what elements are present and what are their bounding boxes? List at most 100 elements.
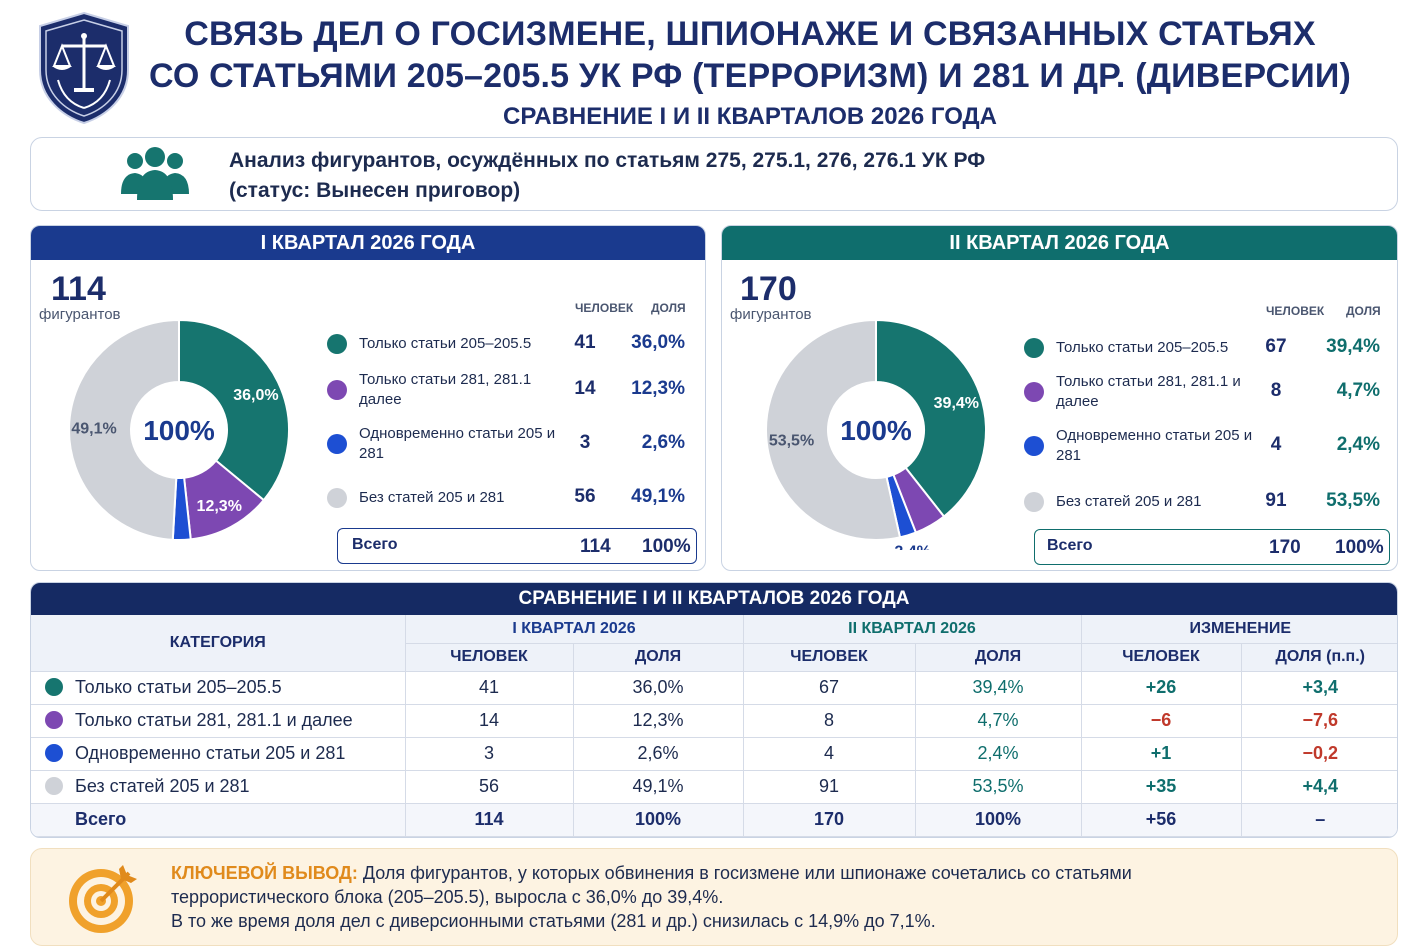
- table-row: Только статьи 205–205.5 41 36,0% 67 39,4% +26…: [31, 671, 1397, 705]
- category-dot-icon: [45, 678, 63, 696]
- category-label: Всего: [75, 809, 127, 829]
- table-cell: 170: [743, 803, 916, 837]
- legend-row: Одновременно статьи 205 и 281 3 2,6%: [327, 425, 697, 474]
- key-conclusion: КЛЮЧЕВОЙ ВЫВОД: Доля фигурантов, у котор…: [30, 848, 1398, 946]
- q2-donut-chart: 39,4% 4,7%2,4% 53,5% 100%: [765, 318, 987, 550]
- legend-dot-teal: [327, 334, 347, 354]
- analysis-line1: Анализ фигурантов, осуждённых по статьям…: [229, 149, 986, 172]
- legend-dot-blue: [327, 434, 347, 454]
- legend-share: 49,1%: [631, 486, 685, 507]
- table-cell: +3,4: [1241, 671, 1397, 705]
- legend-count: 4: [1270, 434, 1282, 455]
- legend-dot-gray: [1024, 492, 1044, 512]
- legend-share: 12,3%: [631, 378, 685, 399]
- target-icon: [69, 865, 137, 933]
- legend-label: Без статей 205 и 281: [1056, 493, 1202, 510]
- table-cell: +26: [1081, 671, 1242, 705]
- col-group-change: ИЗМЕНЕНИЕ: [1081, 615, 1397, 644]
- table-cell: −7,6: [1241, 704, 1397, 738]
- table-cell: 39,4%: [915, 671, 1082, 705]
- legend-count: 8: [1270, 380, 1282, 401]
- legend-row: Только статьи 281, 281.1 далее 14 12,3%: [327, 371, 697, 420]
- q1-donut-chart: 36,0% 12,3% 2,6% 49,1% 100%: [68, 318, 290, 550]
- q1-total-label: Всего: [352, 536, 398, 553]
- legend-row: Одновременно статьи 205 и 281 4 2,4%: [1024, 427, 1394, 476]
- q2-total-caption: фигурантов: [730, 306, 812, 323]
- category-dot-icon: [45, 777, 63, 795]
- legend-count: 67: [1265, 336, 1287, 357]
- q2-legend-header-people: ЧЕЛОВЕК: [1266, 304, 1325, 318]
- legend-dot-gray: [327, 488, 347, 508]
- donut-slice-gray: [765, 318, 902, 541]
- analysis-banner: Анализ фигурантов, осуждённых по статьям…: [30, 137, 1398, 211]
- conclusion-text-line2: террористического блока (205–205.5), выр…: [171, 887, 724, 907]
- legend-row: Без статей 205 и 281 91 53,5%: [1024, 488, 1394, 532]
- table-cell-category: Одновременно статьи 205 и 281: [31, 737, 406, 771]
- q1-total-number: 114: [51, 270, 106, 308]
- table-cell-category: Только статьи 281, 281.1 и далее: [31, 704, 406, 738]
- table-cell: 14: [405, 704, 574, 738]
- col-change-share: ДОЛЯ (п.п.): [1241, 643, 1397, 672]
- category-label: Одновременно статьи 205 и 281: [75, 743, 346, 763]
- comparison-table-panel: СРАВНЕНИЕ I И II КВАРТАЛОВ 2026 ГОДА КАТ…: [30, 582, 1398, 838]
- table-cell: 100%: [573, 803, 744, 837]
- legend-dot-purple: [1024, 382, 1044, 402]
- legend-count: 14: [574, 378, 596, 399]
- q1-panel: I КВАРТАЛ 2026 ГОДА 114 фигурантов 36,0%…: [30, 225, 706, 571]
- q2-panel-title: II КВАРТАЛ 2026 ГОДА: [722, 226, 1397, 260]
- legend-row: Только статьи 205–205.5 67 39,4%: [1024, 334, 1394, 378]
- table-row: Одновременно статьи 205 и 281 3 2,6% 4 2,4% +…: [31, 737, 1397, 771]
- table-cell: 67: [743, 671, 916, 705]
- legend-label: Без статей 205 и 281: [359, 489, 505, 506]
- table-cell: −6: [1081, 704, 1242, 738]
- donut-slice-teal: [875, 318, 987, 518]
- legend-label: Только статьи 205–205.5: [1056, 339, 1229, 356]
- table-cell: 91: [743, 770, 916, 804]
- table-cell: 4: [743, 737, 916, 771]
- legend-count: 41: [574, 332, 596, 353]
- legend-row: Только статьи 205–205.5 41 36,0%: [327, 330, 697, 374]
- legend-label: Только статьи 281, 281.1 далее: [359, 371, 532, 408]
- table-cell: 56: [405, 770, 574, 804]
- table-cell: 41: [405, 671, 574, 705]
- donut-slice-label: 2,4%: [894, 544, 930, 550]
- scales-shield-icon: [39, 11, 129, 125]
- q1-total-share: 100%: [642, 536, 691, 557]
- comparison-title: СРАВНЕНИЕ I И II КВАРТАЛОВ 2026 ГОДА: [31, 583, 1397, 615]
- table-total-row: Всего 114 100% 170 100% +56–: [31, 803, 1397, 837]
- donut-slice-label: 49,1%: [71, 421, 116, 438]
- donut-slice-label: 4,7%: [920, 532, 956, 549]
- q1-panel-title: I КВАРТАЛ 2026 ГОДА: [31, 226, 705, 260]
- donut-slice-label: 12,3%: [197, 498, 242, 515]
- donut-slice-gray: [68, 318, 180, 541]
- donut-slice-teal: [178, 318, 290, 502]
- legend-share: 2,6%: [641, 432, 685, 453]
- legend-label: Только статьи 205–205.5: [359, 335, 532, 352]
- legend-count: 91: [1265, 490, 1287, 511]
- analysis-description: Анализ фигурантов, осуждённых по статьям…: [229, 146, 985, 206]
- legend-label: Только статьи 281, 281.1 и далее: [1056, 373, 1241, 410]
- table-cell-category: Всего: [31, 803, 406, 837]
- q1-total-count: 114: [580, 536, 611, 557]
- conclusion-text-line1: Доля фигурантов, у которых обвинения в г…: [357, 863, 1132, 883]
- col-q1-people: ЧЕЛОВЕК: [405, 643, 574, 672]
- page-title-line2: СО СТАТЬЯМИ 205–205.5 УК РФ (ТЕРРОРИЗМ) …: [148, 57, 1352, 95]
- legend-share: 4,7%: [1336, 380, 1380, 401]
- col-category-header: КАТЕГОРИЯ: [31, 615, 406, 672]
- category-label: Только статьи 281, 281.1 и далее: [75, 710, 353, 730]
- legend-dot-blue: [1024, 436, 1044, 456]
- col-q2-people: ЧЕЛОВЕК: [743, 643, 916, 672]
- category-dot-icon: [45, 744, 63, 762]
- donut-slice-label: 2,6%: [164, 549, 200, 550]
- table-cell: 53,5%: [915, 770, 1082, 804]
- people-group-icon: [121, 147, 189, 200]
- legend-dot-teal: [1024, 338, 1044, 358]
- legend-label: Одновременно статьи 205 и 281: [359, 425, 556, 462]
- q1-total-row: Всего 114 100%: [337, 528, 697, 564]
- legend-share: 2,4%: [1336, 434, 1380, 455]
- table-row: Без статей 205 и 281 56 49,1% 91 53,5% +35 +4,…: [31, 770, 1397, 804]
- table-cell: 49,1%: [573, 770, 744, 804]
- legend-share: 53,5%: [1326, 490, 1380, 511]
- table-cell: +4,4: [1241, 770, 1397, 804]
- table-cell: 100%: [915, 803, 1082, 837]
